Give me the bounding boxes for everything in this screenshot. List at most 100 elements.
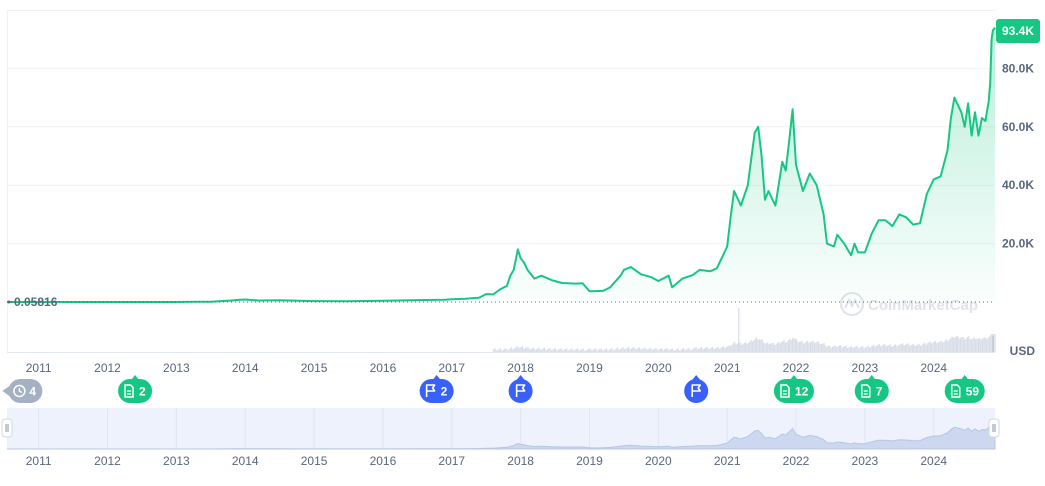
volume-bar: [611, 348, 613, 352]
volume-bar: [808, 342, 810, 352]
volume-bar: [706, 346, 708, 352]
volume-bar: [495, 350, 498, 352]
volume-bar: [548, 348, 550, 352]
navigator-left-handle[interactable]: [1, 418, 13, 438]
y-axis-ticks: 20.0K 40.0K 60.0K 80.0K: [1002, 61, 1034, 250]
volume-bar: [515, 347, 517, 352]
volume-bar: [855, 346, 857, 352]
volume-bar: [533, 347, 535, 352]
volume-bar: [772, 342, 774, 352]
event-marker[interactable]: 2: [419, 375, 454, 403]
volume-bar: [862, 346, 864, 352]
volume-bar: [626, 347, 628, 352]
volume-bar: [966, 337, 968, 352]
volume-bar: [747, 342, 750, 352]
volume-bar: [775, 344, 777, 352]
volume-bar: [695, 347, 697, 352]
event-marker[interactable]: [684, 375, 709, 403]
volume-bar: [984, 337, 986, 352]
navigator-x-tick-label: 2017: [438, 454, 465, 468]
document-icon: [861, 384, 871, 398]
event-marker[interactable]: 12: [773, 375, 814, 403]
current-price-badge: [996, 19, 1040, 43]
volume-bar: [670, 349, 672, 352]
volume-bar: [665, 348, 667, 352]
volume-bar: [753, 340, 755, 352]
volume-bar: [875, 345, 878, 352]
volume-bar: [663, 349, 666, 352]
volume-bar: [932, 342, 934, 352]
range-navigator[interactable]: [1, 408, 1000, 450]
volume-bar: [705, 347, 707, 352]
navigator-selection[interactable]: [7, 408, 995, 449]
volume-bar: [505, 348, 507, 352]
volume-bar: [944, 340, 946, 352]
volume-bar: [900, 343, 902, 352]
volume-bar: [877, 344, 879, 352]
volume-bar: [546, 349, 548, 352]
volume-bar: [895, 344, 897, 352]
volume-bar: [959, 337, 962, 352]
volume-bar: [924, 342, 926, 352]
volume-bar: [906, 344, 908, 352]
volume-bar: [696, 349, 699, 352]
volume-bar: [517, 347, 520, 352]
volume-bar: [789, 338, 791, 352]
volume-bar: [946, 339, 948, 352]
event-marker[interactable]: 7: [854, 375, 889, 403]
volume-bar: [527, 347, 529, 352]
volume-bar: [628, 346, 630, 352]
volume-bar: [560, 348, 562, 352]
volume-bar: [991, 334, 993, 352]
volume-bar: [961, 337, 963, 352]
volume-bar: [986, 339, 988, 352]
event-marker[interactable]: 4: [2, 379, 43, 403]
volume-bar: [661, 347, 663, 352]
price-line[interactable]: [7, 26, 996, 303]
volume-bar: [837, 346, 839, 352]
volume-bar: [884, 344, 886, 352]
volume-bar: [614, 349, 616, 352]
volume-bar: [981, 338, 984, 352]
volume-bar: [559, 348, 561, 352]
volume-bar: [723, 346, 725, 352]
volume-bar: [881, 345, 883, 352]
volume-bar: [607, 350, 609, 352]
volume-bar: [512, 349, 514, 352]
navigator-right-handle[interactable]: [988, 418, 1000, 438]
volume-bar: [526, 347, 528, 352]
volume-bar: [654, 348, 656, 352]
volume-bar: [658, 349, 660, 352]
volume-bar: [977, 338, 979, 352]
volume-bar: [844, 346, 846, 352]
volume-bar: [724, 348, 726, 352]
volume-bar: [823, 343, 825, 352]
volume-bar: [988, 336, 991, 352]
volume-bar: [502, 349, 504, 352]
event-marker[interactable]: 2: [118, 375, 153, 403]
volume-bar: [639, 347, 641, 352]
volume-bar: [738, 308, 740, 352]
volume-bar: [732, 343, 734, 352]
volume-bar: [859, 347, 861, 352]
y-tick-label: 40.0K: [1002, 178, 1034, 192]
volume-bar: [698, 348, 700, 352]
volume-bar: [579, 349, 582, 352]
volume-bar: [838, 345, 840, 352]
event-marker[interactable]: [508, 375, 533, 403]
gridlines: [7, 67, 995, 245]
volume-bar: [957, 335, 959, 352]
volume-bar: [800, 341, 802, 352]
volume-bar: [930, 343, 933, 352]
volume-bar: [791, 338, 794, 352]
volume-bar: [958, 338, 960, 352]
volume-bar: [592, 349, 594, 352]
volume-bar: [893, 345, 895, 352]
volume-bar: [582, 348, 584, 352]
volume-bar: [510, 347, 513, 352]
volume-bar: [703, 348, 705, 352]
x-tick-label: 2014: [232, 361, 259, 375]
x-tick-label: 2023: [852, 361, 879, 375]
event-marker[interactable]: 59: [944, 375, 985, 403]
